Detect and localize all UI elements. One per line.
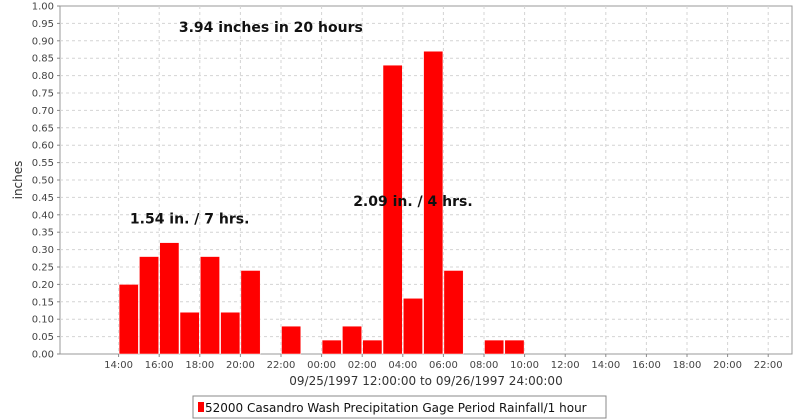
y-tick-label: 1.00 — [32, 2, 54, 13]
y-tick-label: 0.20 — [32, 280, 54, 291]
x-tick-label: 14:00 — [104, 360, 133, 371]
x-axis-title: 09/25/1997 12:00:00 to 09/26/1997 24:00:… — [289, 374, 562, 388]
y-tick-label: 0.40 — [32, 210, 54, 221]
x-tick-label: 20:00 — [713, 360, 742, 371]
bars-layer — [118, 50, 525, 355]
x-tick-label: 16:00 — [632, 360, 661, 371]
bar — [443, 270, 464, 355]
bar — [423, 50, 444, 355]
bar — [484, 339, 505, 355]
bar — [403, 298, 423, 355]
y-tick-label: 0.45 — [32, 193, 54, 204]
x-tick-label: 20:00 — [226, 360, 255, 371]
x-tick-label: 18:00 — [673, 360, 702, 371]
bar — [200, 256, 220, 355]
y-tick-label: 0.00 — [32, 350, 54, 361]
y-tick-label: 0.50 — [32, 176, 54, 187]
bar — [281, 325, 302, 355]
x-tick-label: 12:00 — [551, 360, 580, 371]
annotation-text: 3.94 inches in 20 hours — [179, 20, 363, 36]
x-tick-label: 02:00 — [348, 360, 377, 371]
x-tick-label: 06:00 — [429, 360, 458, 371]
annotation-text: 1.54 in. / 7 hrs. — [130, 212, 250, 228]
y-tick-label: 0.05 — [32, 332, 54, 343]
y-tick-label: 0.95 — [32, 19, 54, 30]
bar — [139, 256, 159, 355]
bar — [179, 311, 200, 355]
y-tick-label: 0.10 — [32, 315, 54, 326]
bar — [342, 325, 362, 355]
y-tick-label: 0.25 — [32, 263, 54, 274]
annotations: 3.94 inches in 20 hours 1.54 in. / 7 hrs.… — [130, 20, 473, 227]
bar — [118, 284, 139, 355]
legend-label: 52000 Casandro Wash Precipitation Gage P… — [205, 401, 587, 415]
bar — [159, 242, 180, 355]
y-axis-title: inches — [11, 161, 25, 200]
y-tick-label: 0.70 — [32, 106, 54, 117]
x-tick-label: 08:00 — [470, 360, 499, 371]
y-tick-label: 0.55 — [32, 158, 54, 169]
legend-box — [192, 395, 607, 419]
x-tick-label: 16:00 — [145, 360, 174, 371]
y-tick-label: 0.65 — [32, 123, 54, 134]
y-tick-label: 0.85 — [32, 54, 54, 65]
legend-swatch — [198, 402, 204, 412]
x-tick-label: 22:00 — [267, 360, 296, 371]
y-tick-label: 0.80 — [32, 71, 54, 82]
bar — [362, 339, 383, 355]
y-axis: 0.00 0.05 0.10 0.15 0.20 0.25 0.30 0.35 0.40 0.45… — [32, 2, 60, 361]
x-tick-label: 18:00 — [185, 360, 214, 371]
bar — [240, 270, 261, 355]
bar — [220, 311, 241, 355]
x-tick-label: 22:00 — [754, 360, 783, 371]
x-tick-label: 10:00 — [510, 360, 539, 371]
y-tick-label: 0.30 — [32, 245, 54, 256]
x-axis: 14:00 16:00 18:00 20:00 22:00 00:00 02:00 04:00… — [104, 354, 783, 371]
legend: 52000 Casandro Wash Precipitation Gage P… — [192, 395, 607, 419]
y-tick-label: 0.35 — [32, 228, 54, 239]
x-tick-label: 00:00 — [307, 360, 336, 371]
bar — [382, 64, 403, 355]
x-tick-label: 04:00 — [388, 360, 417, 371]
y-tick-label: 0.60 — [32, 141, 54, 152]
y-tick-label: 0.90 — [32, 36, 54, 47]
x-tick-label: 14:00 — [591, 360, 620, 371]
y-tick-label: 0.75 — [32, 89, 54, 100]
annotation-text: 2.09 in. / 4 hrs. — [353, 194, 473, 210]
bar — [321, 339, 342, 355]
bar — [504, 339, 525, 355]
y-tick-label: 0.15 — [32, 297, 54, 308]
